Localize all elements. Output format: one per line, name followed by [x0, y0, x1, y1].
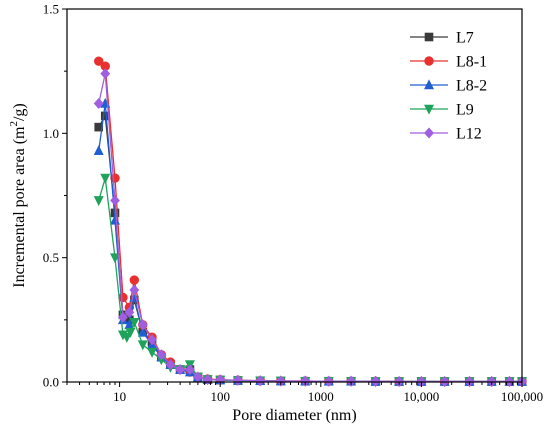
x-tick-label: 10,000 [404, 389, 440, 404]
x-tick-label: 100 [210, 389, 230, 404]
legend-label: L12 [456, 126, 482, 143]
legend-label: L7 [456, 30, 474, 47]
legend-label: L8-1 [456, 54, 487, 71]
data-point [165, 359, 176, 371]
y-tick-label: 1.0 [43, 126, 59, 141]
legend-label: L8-2 [456, 78, 487, 95]
legend-marker [424, 127, 434, 139]
data-point [137, 326, 148, 337]
legend-marker [424, 79, 434, 90]
data-point [118, 311, 128, 323]
x-tick-label: 1000 [308, 389, 334, 404]
data-point [121, 332, 132, 343]
data-point [275, 375, 286, 387]
y-tick-label: 1.5 [43, 2, 59, 17]
data-point [94, 122, 104, 132]
data-point [346, 375, 356, 387]
y-axis-title: Incremental pore area (m2/g) [8, 103, 28, 288]
data-point [110, 195, 120, 206]
y-tick-label: 0.5 [43, 250, 59, 265]
legend-label: L9 [456, 102, 474, 119]
y-axis: 0.0 0.5 1.0 1.5 [43, 2, 67, 390]
data-point [129, 275, 140, 285]
legend-marker [424, 32, 434, 42]
data-point [93, 145, 104, 156]
y-axis-title-superscript: 2 [8, 121, 20, 127]
legend: L7 L8-1 L8-2 L9 L12 [410, 30, 487, 143]
data-point [370, 375, 381, 387]
legend-marker [424, 104, 434, 115]
x-tick-label: 100,000 [501, 389, 543, 404]
data-point [100, 68, 111, 80]
x-axis: 10 100 1000 10,000 100,000 [66, 382, 543, 404]
data-point [110, 214, 120, 225]
x-tick-label: 10 [113, 389, 126, 404]
data-point [124, 306, 135, 318]
data-point [93, 196, 104, 207]
data-point [147, 334, 157, 346]
data-point [233, 374, 243, 386]
data-point [255, 375, 266, 387]
y-tick-label: 0.0 [43, 375, 59, 390]
legend-item: L9 [410, 102, 474, 119]
data-point [323, 375, 334, 387]
data-point [129, 318, 140, 328]
data-point [93, 98, 104, 109]
data-point [156, 349, 167, 361]
legend-item: L8-2 [410, 78, 487, 95]
data-point [147, 347, 158, 358]
legend-marker [424, 56, 434, 66]
data-point [137, 319, 148, 331]
legend-item: L8-1 [410, 54, 487, 71]
y-axis-title-prefix: Incremental pore area (m [11, 126, 28, 288]
series-layer [93, 56, 527, 388]
data-point [125, 327, 136, 338]
x-axis-title: Pore diameter (nm) [232, 407, 356, 424]
data-point [300, 375, 311, 387]
data-point [100, 173, 111, 184]
legend-item: L12 [410, 126, 482, 143]
data-point [110, 253, 120, 264]
data-point [129, 284, 140, 296]
y-axis-title-suffix: /g) [11, 103, 28, 121]
data-point [94, 56, 104, 66]
data-point [175, 364, 186, 376]
legend-item: L7 [410, 30, 474, 47]
data-point [137, 340, 148, 351]
data-point [185, 364, 195, 376]
